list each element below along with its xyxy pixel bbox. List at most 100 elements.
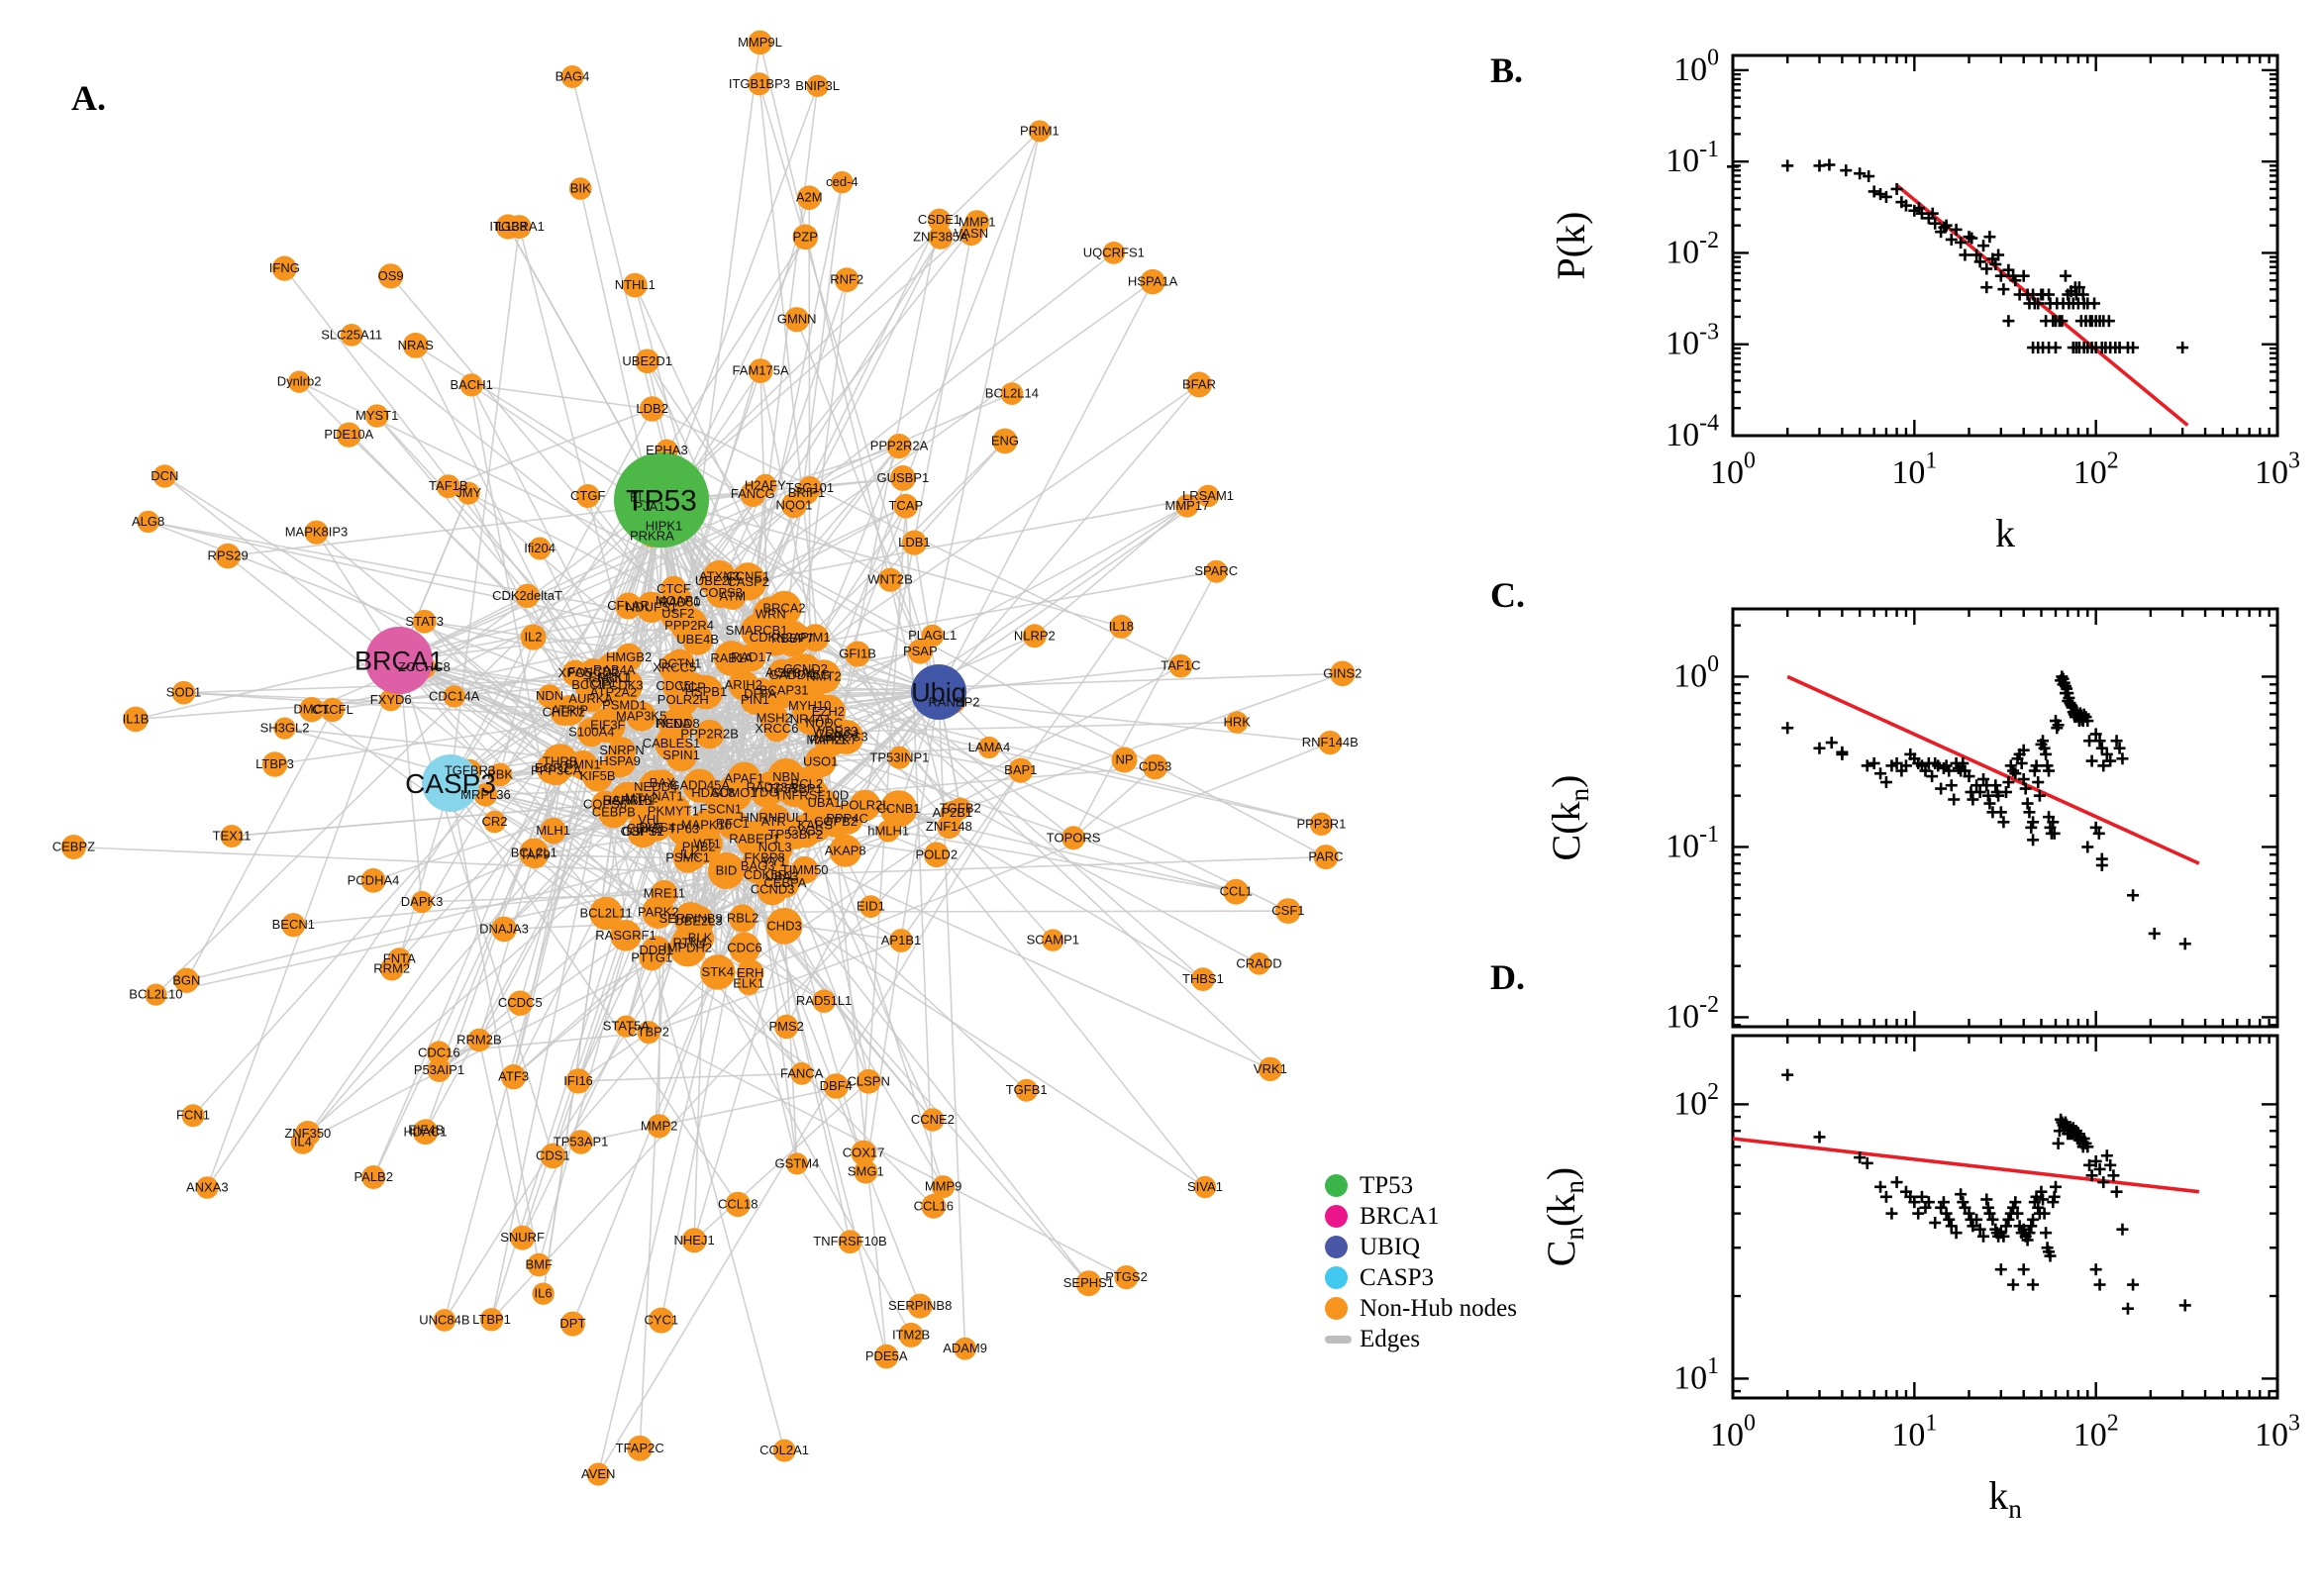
network-node-label: MMP9L [738, 35, 782, 50]
network-node-label: CYCS [787, 823, 823, 838]
network-node-label: UBE4B [676, 632, 719, 647]
network-node-label: RABEP1 [729, 831, 779, 846]
network-node-label: LDB1 [898, 535, 931, 549]
network-node-label: CTBP2 [628, 1025, 669, 1040]
network-node [667, 813, 700, 846]
network-node [459, 373, 483, 397]
network-node [660, 575, 687, 603]
network-node [954, 1337, 976, 1360]
network-node [806, 659, 842, 694]
network-node-label: RBBP7 [771, 631, 814, 646]
network-node-label: IFI16 [563, 1073, 593, 1088]
network-node-label: PRKRA [630, 529, 674, 544]
network-node [379, 688, 403, 712]
network-node-label: AP2B1 [933, 805, 972, 820]
network-node [1191, 967, 1215, 991]
network-edge [748, 495, 1209, 583]
network-node-label: ATR [761, 814, 786, 829]
network-node-label: SLC25A11 [321, 327, 382, 342]
network-node [812, 989, 836, 1013]
network-node-label: Dynlrb2 [277, 374, 322, 389]
network-edge [954, 701, 1331, 744]
network-node-label: BAG3 [741, 858, 775, 873]
network-node-label: UBE2I [695, 573, 733, 588]
network-node-label: PPP4C [826, 811, 868, 826]
network-edge [938, 664, 1181, 693]
network-node-label: STAT3 [405, 614, 444, 629]
network-edge [938, 691, 966, 1349]
network-node-label: PRIM1 [1020, 123, 1060, 138]
network-node [924, 842, 950, 868]
network-node-label: VHL [638, 812, 662, 827]
network-node-label: BCL2L10 [129, 987, 182, 1002]
network-node [785, 1152, 809, 1175]
network-node-label: CDS1 [536, 1148, 570, 1163]
network-node-label: HNRNPUL1 [741, 810, 810, 825]
network-node [748, 358, 773, 383]
network-edge [372, 499, 662, 1178]
network-node-label: CCL18 [718, 1196, 758, 1211]
network-node-label: IL2 [524, 630, 542, 645]
network-edge [552, 279, 848, 1156]
network-node-label: MLH1 [536, 823, 570, 838]
legend-label: UBIQ [1360, 1233, 1421, 1260]
network-node [700, 954, 736, 990]
network-node-label: PBK [487, 766, 513, 781]
network-node [729, 904, 758, 933]
axis-ticks [1731, 55, 2279, 438]
network-edge [660, 499, 921, 652]
network-node-label: TSG101 [786, 480, 834, 495]
network-edge [590, 732, 785, 1451]
network-node-label: EIF4B [408, 1123, 444, 1138]
network-node [889, 929, 913, 952]
network-node-label: VASN [955, 226, 988, 241]
network-node [672, 838, 707, 872]
network-node [540, 1143, 565, 1169]
network-node-label: PPP2R2B [680, 727, 739, 742]
legend-label: TP53 [1360, 1171, 1414, 1199]
network-panel: UBA1 CDK2 CCNE1 CCND3 PCNA XRCC6 DDB1 NEDD8 KARS… [52, 30, 1362, 1486]
network-node-label: ced-4 [826, 174, 858, 189]
network-node [304, 520, 329, 545]
network-edge [759, 370, 830, 713]
network-node-label: BAG4 [556, 69, 590, 84]
plot-cnkn: 100 101 102 103 102 101 kn Cn(kn) [1539, 1034, 2300, 1524]
network-node [361, 1165, 386, 1189]
fit-line [1895, 183, 2189, 427]
legend-label: Edges [1360, 1325, 1421, 1352]
network-node [196, 1176, 219, 1199]
y-tick-label: 10-1 [1666, 137, 1719, 179]
network-node-label: SERPINB8 [888, 1298, 952, 1313]
network-edge [835, 721, 1238, 733]
network-node [443, 685, 465, 708]
network-node-label: RNF2 [830, 272, 863, 287]
network-node [1102, 242, 1126, 264]
network-node-label: MAP2K7 [806, 733, 857, 748]
network-node [877, 567, 903, 592]
network-edge [574, 575, 720, 674]
network-node [1075, 1270, 1102, 1297]
network-node-label: HIPK1 [646, 518, 683, 533]
network-node-label: YY1 [762, 854, 787, 869]
network-node-label: COPS6 [583, 796, 627, 811]
network-node-label: CDKN2A [750, 630, 802, 645]
network-node [608, 737, 636, 764]
network-node-label: TIMM50 [781, 862, 829, 877]
network-node [823, 1073, 850, 1099]
network-node [876, 820, 900, 843]
network-node-label: BRIP1 [788, 485, 826, 500]
network-node-label: TEX11 [213, 829, 252, 844]
network-node [576, 717, 606, 748]
network-node [340, 324, 363, 347]
network-node-label: FKBP8 [745, 849, 785, 864]
network-node [776, 770, 814, 808]
network-node [838, 1230, 862, 1254]
network-node-label: CDK5R1 [744, 867, 794, 882]
network-node-label: IFNG [269, 260, 300, 275]
network-node [220, 825, 244, 848]
network-node [1111, 747, 1138, 773]
panel-a-label: A. [71, 78, 106, 118]
scatter-points [1781, 1068, 2191, 1315]
network-node-label: SF3A1 [777, 665, 817, 680]
network-node [648, 1307, 674, 1334]
